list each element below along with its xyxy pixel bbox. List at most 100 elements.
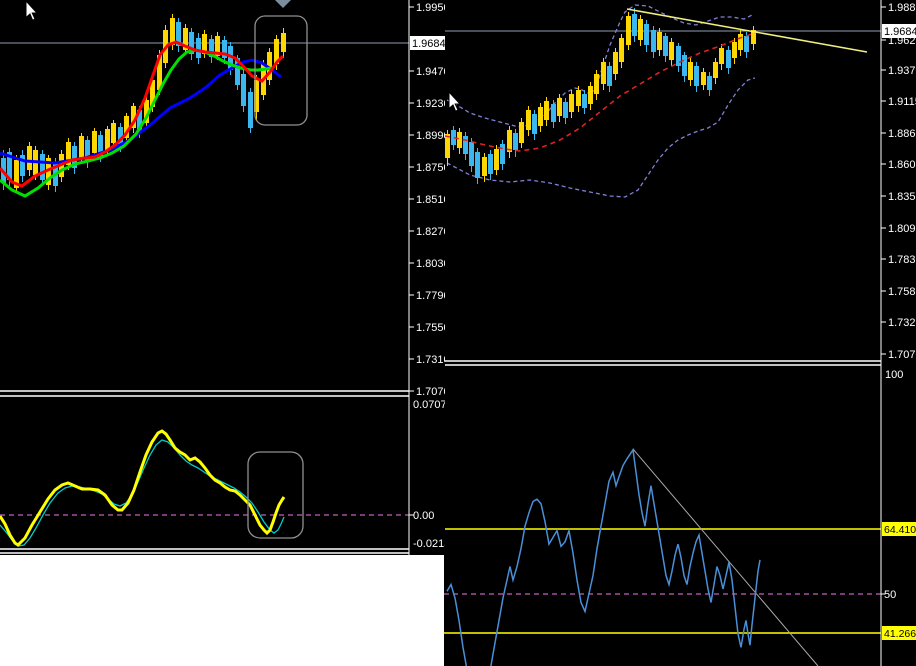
oscillator-main-line [0, 429, 286, 547]
candle-body [183, 28, 188, 50]
candle-body [66, 142, 71, 165]
current-price-box [882, 24, 916, 38]
current-price-box [410, 36, 445, 50]
candle-body [144, 100, 149, 123]
candle-body [222, 40, 227, 58]
candle-body [619, 38, 624, 62]
candle-body [254, 80, 259, 112]
candle-body [274, 39, 279, 64]
candle-body [601, 62, 606, 84]
candle-body [651, 30, 656, 52]
candle-body [626, 16, 631, 45]
indicator-axis-label: -0.0213 [413, 538, 445, 550]
current-price-label: 1.9684 [884, 26, 916, 38]
candle-body [27, 146, 32, 170]
candle-body [563, 102, 568, 118]
candle-body [267, 52, 272, 80]
price-axis-label: 1.8030 [416, 258, 445, 270]
candle-body [582, 94, 587, 108]
oscillator-signal-line [0, 439, 285, 547]
descending-trendline[interactable] [626, 8, 868, 53]
candle-body [701, 72, 706, 85]
price-axis-label: 1.8860 [888, 128, 916, 140]
candle-body [732, 42, 737, 58]
candle-body [751, 30, 756, 44]
candle-body [157, 55, 162, 90]
rsi-mid-label: 50 [884, 589, 896, 601]
candle-body [657, 32, 662, 50]
candle-body [557, 98, 562, 116]
rsi-level-box [882, 626, 916, 640]
price-axis-label: 1.8270 [416, 226, 445, 238]
candle-body [682, 55, 687, 76]
candle-body [576, 90, 581, 106]
candle-body [475, 152, 480, 178]
price-axis-label: 1.7550 [416, 322, 445, 334]
candle-body [669, 42, 674, 60]
candle-body [92, 131, 97, 153]
candle-body [738, 34, 743, 50]
candle-body [688, 62, 693, 80]
triangle-marker-icon[interactable] [275, 0, 291, 8]
candle-body [248, 92, 253, 128]
rsi-level-label: 64.410 [884, 524, 916, 536]
candle-body [532, 114, 537, 134]
indicator-axis-label: 0.00 [413, 510, 434, 522]
price-axis-label: 1.9880 [888, 2, 916, 14]
annotation-rect-oscillator[interactable] [247, 451, 304, 539]
candle-body [137, 110, 142, 133]
candle-body [445, 134, 450, 158]
candle-body [744, 36, 749, 52]
price-axis-label: 1.7325 [888, 317, 916, 329]
candle-body [79, 136, 84, 159]
rsi-trendline[interactable] [632, 448, 819, 666]
candle-body [538, 107, 543, 126]
candle-body [694, 66, 699, 86]
ma-mid-dashed-line [444, 32, 756, 152]
candle-body [235, 58, 240, 85]
rsi-level-box [882, 522, 916, 536]
price-axis-label: 1.8750 [416, 162, 445, 174]
rsi-line [446, 447, 761, 666]
candle-body [588, 86, 593, 104]
candle-body [463, 136, 468, 154]
candle-body [663, 36, 668, 56]
candle-body [176, 22, 181, 46]
candle-body [544, 101, 549, 120]
candle-body [519, 122, 524, 143]
chart-canvas-left[interactable]: 0.07079 0.00 -0.0213 1.9950 1.9470 1.9230 1.89… [0, 0, 445, 555]
price-axis-label: 1.9370 [888, 65, 916, 77]
candle-body [526, 110, 531, 130]
bollinger-lower-line [446, 77, 756, 198]
current-price-label: 1.9684 [412, 38, 445, 50]
candle-body [513, 133, 518, 150]
price-axis-label: 1.9115 [888, 96, 916, 108]
candle-body [594, 74, 599, 94]
price-axis-label: 1.9230 [416, 98, 445, 110]
price-axis-label: 1.8605 [888, 159, 916, 171]
candle-body [228, 46, 233, 70]
candle-body [14, 160, 19, 188]
candle-body [150, 80, 155, 107]
candle-body [72, 146, 77, 168]
candle-body [494, 149, 499, 170]
chart-window-left[interactable]: 0.07079 0.00 -0.0213 1.9950 1.9470 1.9230 1.89… [0, 0, 445, 555]
candle-body [488, 154, 493, 174]
price-axis-label: 1.8090 [888, 223, 916, 235]
price-axis-label: 1.7580 [888, 286, 916, 298]
chart-canvas-right[interactable]: 1005064.41041.2661.98801.96251.93701.911… [444, 0, 916, 666]
candle-body [482, 157, 487, 176]
candle-body [189, 32, 194, 54]
candle-body [131, 106, 136, 128]
candle-body [469, 142, 474, 166]
annotation-rect-price[interactable] [254, 15, 308, 126]
candle-body [7, 152, 12, 180]
candle-body [551, 104, 556, 122]
ma-red-line [0, 40, 285, 188]
price-axis-label: 1.9470 [416, 66, 445, 78]
chart-window-right[interactable]: 1005064.41041.2661.98801.96251.93701.911… [444, 0, 916, 666]
candle-body [209, 39, 214, 57]
